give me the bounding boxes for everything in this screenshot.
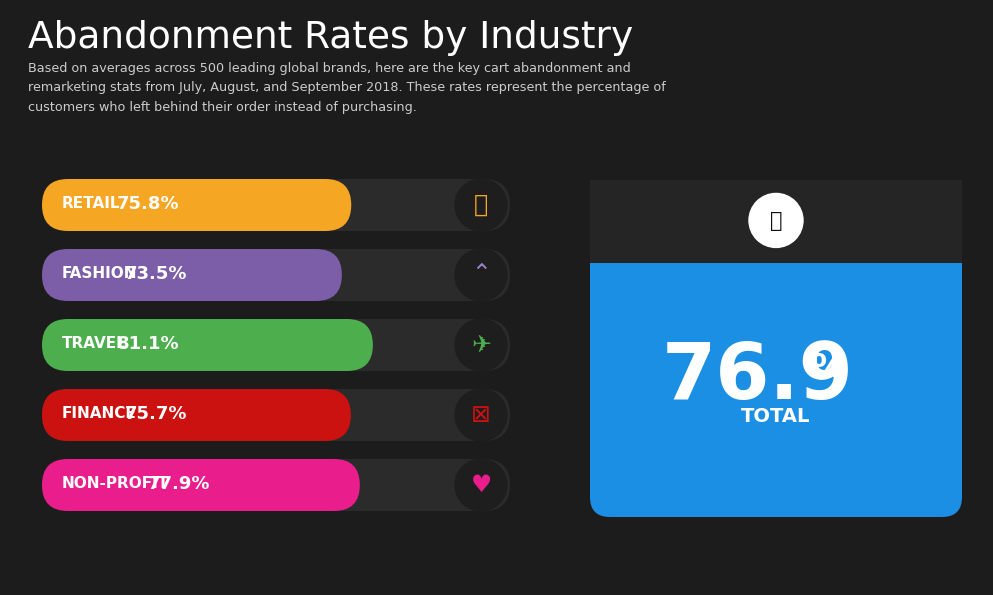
FancyBboxPatch shape bbox=[42, 319, 510, 371]
Text: FASHION: FASHION bbox=[62, 267, 137, 281]
Text: ⚿: ⚿ bbox=[474, 193, 489, 217]
FancyBboxPatch shape bbox=[42, 459, 359, 511]
FancyBboxPatch shape bbox=[42, 459, 510, 511]
FancyBboxPatch shape bbox=[42, 179, 352, 231]
Text: 75.8%: 75.8% bbox=[117, 195, 180, 213]
FancyBboxPatch shape bbox=[42, 319, 373, 371]
Text: 81.1%: 81.1% bbox=[117, 335, 180, 353]
Text: Based on averages across 500 leading global brands, here are the key cart abando: Based on averages across 500 leading glo… bbox=[28, 62, 665, 114]
Text: RETAIL: RETAIL bbox=[62, 196, 120, 211]
Text: Abandonment Rates by Industry: Abandonment Rates by Industry bbox=[28, 20, 634, 56]
FancyBboxPatch shape bbox=[42, 179, 510, 231]
FancyBboxPatch shape bbox=[590, 180, 962, 517]
Text: 77.9%: 77.9% bbox=[148, 475, 211, 493]
FancyBboxPatch shape bbox=[42, 249, 510, 301]
Text: FINANCE: FINANCE bbox=[62, 406, 137, 421]
Circle shape bbox=[455, 459, 507, 511]
Text: ✈: ✈ bbox=[471, 333, 491, 357]
Text: NON-PROFIT: NON-PROFIT bbox=[62, 477, 169, 491]
Circle shape bbox=[455, 179, 507, 231]
Text: ⌃: ⌃ bbox=[471, 263, 491, 287]
Circle shape bbox=[455, 249, 507, 301]
Text: 73.5%: 73.5% bbox=[124, 265, 187, 283]
FancyBboxPatch shape bbox=[590, 180, 962, 263]
Text: 76.9: 76.9 bbox=[662, 339, 854, 415]
Text: ♥: ♥ bbox=[471, 473, 492, 497]
Text: TOTAL: TOTAL bbox=[742, 408, 810, 427]
Text: %: % bbox=[811, 352, 847, 386]
Circle shape bbox=[455, 389, 507, 441]
FancyBboxPatch shape bbox=[42, 249, 342, 301]
Text: 🛒: 🛒 bbox=[770, 211, 782, 231]
Circle shape bbox=[749, 193, 803, 248]
Text: 75.7%: 75.7% bbox=[124, 405, 187, 423]
Text: TRAVEL: TRAVEL bbox=[62, 337, 127, 352]
Text: ⊠: ⊠ bbox=[471, 403, 491, 427]
Circle shape bbox=[455, 319, 507, 371]
FancyBboxPatch shape bbox=[42, 389, 510, 441]
FancyBboxPatch shape bbox=[590, 180, 962, 517]
FancyBboxPatch shape bbox=[42, 389, 351, 441]
